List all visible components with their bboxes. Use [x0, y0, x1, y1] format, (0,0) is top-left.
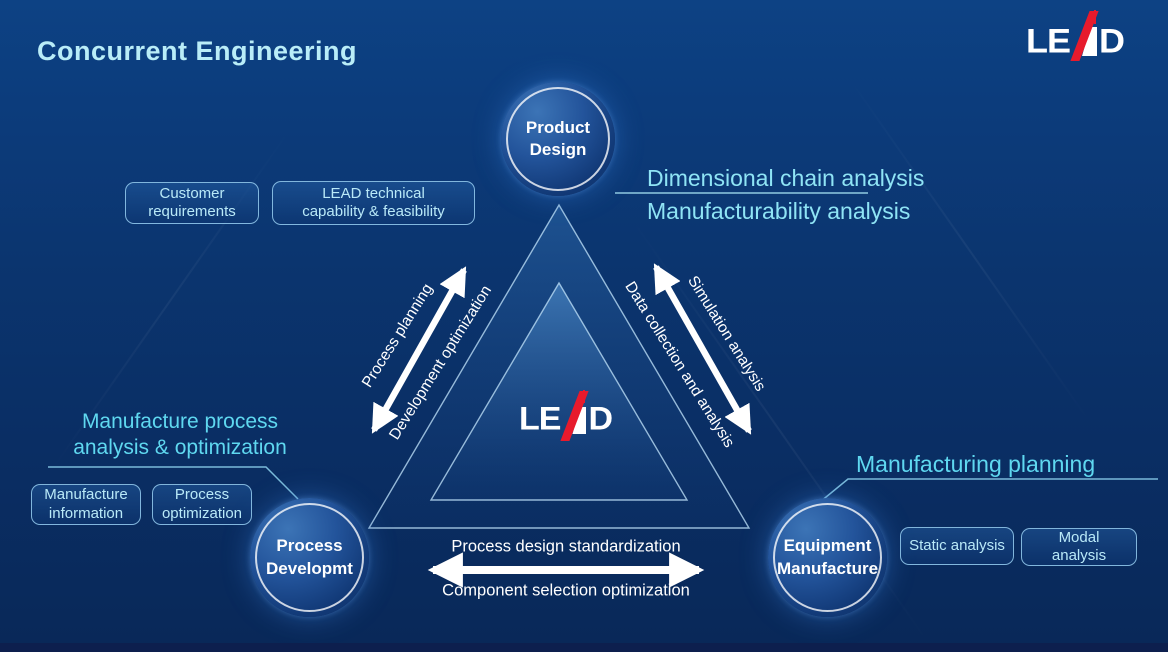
left-double-arrow	[371, 266, 467, 434]
chip-label: LEAD technical	[322, 184, 425, 202]
logo-a-glyph-icon	[560, 390, 590, 441]
chip-lead-capability: LEAD technical capability & feasibility	[272, 181, 475, 225]
logo-text-le: LE	[519, 400, 561, 438]
logo-a-glyph-icon	[1070, 10, 1099, 61]
node-label: Manufacture	[776, 558, 879, 578]
chip-label: Static analysis	[909, 536, 1005, 554]
right-double-arrow	[653, 263, 752, 435]
chip-static-analysis: Static analysis	[900, 527, 1014, 565]
chip-label: Modal analysis	[1051, 528, 1107, 564]
node-label: Design	[529, 140, 587, 159]
node-label: Developmt	[266, 558, 353, 578]
logo-text-d: D	[588, 400, 613, 438]
bottom-edge-strip	[0, 643, 1168, 652]
chip-label: Process	[174, 486, 230, 504]
arrow-label-process-design-standardization: Process design standardization	[451, 537, 681, 556]
inner-triangle	[429, 281, 689, 501]
chip-label: Customer	[159, 184, 225, 202]
annotation-manufacturability-analysis: Manufacturability analysis	[647, 198, 911, 224]
chip-label: capability & feasibility	[302, 203, 445, 220]
annotation-line: Manufacture process	[81, 410, 279, 433]
node-label: Equipment	[783, 536, 872, 556]
annotation-line: analysis & optimization	[73, 436, 287, 460]
chip-label: requirements	[148, 203, 236, 220]
lead-logo: LE D	[1026, 10, 1125, 61]
logo-text-le: LE	[1026, 21, 1071, 61]
chip-customer-requirements: Customer requirements	[125, 182, 259, 224]
node-process-development: Process Developmt	[250, 498, 369, 617]
chip-manufacture-information: Manufacture information	[31, 484, 141, 525]
node-label: Product	[525, 117, 591, 137]
node-equipment-manufacture: Equipment Manufacture	[768, 498, 887, 617]
node-product-design: Product Design	[501, 82, 615, 196]
left-callout-line	[48, 466, 299, 500]
chip-label: Manufacture	[44, 486, 128, 504]
chip-label: information	[48, 504, 124, 522]
chip-modal-analysis: Modal analysis	[1021, 528, 1137, 566]
logo-red-tick-icon	[1094, 10, 1097, 24]
logo-text-d: D	[1099, 21, 1125, 61]
page-title: Concurrent Engineering	[37, 36, 358, 66]
right-callout-line	[819, 478, 1158, 503]
chip-process-optimization: Process optimization	[152, 484, 252, 525]
logo-red-tick-icon	[583, 390, 586, 403]
node-label: Process	[276, 536, 343, 556]
annotation-dimensional-chain-analysis: Dimensional chain analysis	[647, 165, 925, 191]
annotation-manufacturing-planning: Manufacturing planning	[856, 451, 1096, 477]
arrow-label-component-selection-optimization: Component selection optimization	[442, 581, 690, 600]
lead-logo-center: LE D	[519, 390, 613, 441]
annotation-manufacture-process: Manufacture process analysis & optimizat…	[30, 409, 330, 462]
chip-label: optimization	[161, 504, 243, 522]
